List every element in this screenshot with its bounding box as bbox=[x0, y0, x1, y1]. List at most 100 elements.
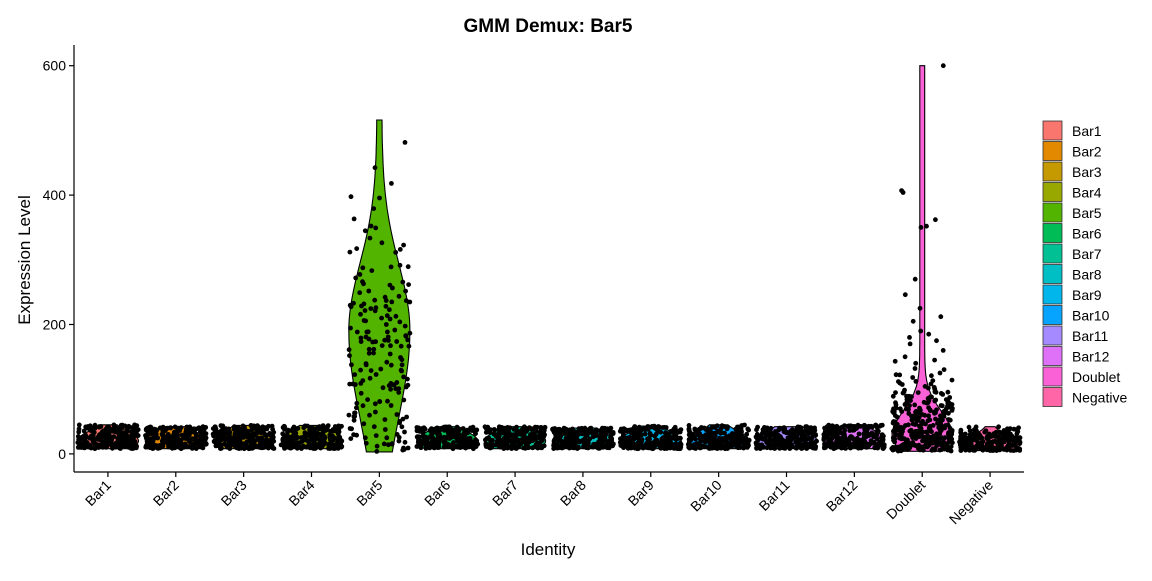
data-point bbox=[372, 165, 378, 171]
data-point bbox=[218, 423, 224, 429]
data-point bbox=[263, 443, 269, 448]
legend-label: Bar1 bbox=[1072, 123, 1102, 139]
data-point bbox=[367, 375, 373, 381]
legend-label: Bar5 bbox=[1072, 205, 1102, 221]
data-point bbox=[120, 430, 126, 436]
data-point bbox=[989, 444, 995, 450]
data-point bbox=[366, 346, 372, 352]
data-point bbox=[393, 250, 399, 255]
data-point bbox=[399, 362, 405, 368]
data-point bbox=[892, 358, 898, 364]
data-point bbox=[912, 402, 918, 408]
data-point bbox=[711, 444, 716, 450]
data-point bbox=[458, 443, 464, 449]
data-point bbox=[563, 426, 569, 432]
data-point bbox=[406, 343, 412, 349]
legend-swatch-bar5 bbox=[1042, 202, 1063, 223]
data-point bbox=[215, 443, 221, 448]
data-point bbox=[610, 442, 616, 447]
outlier-point bbox=[899, 188, 904, 194]
data-point bbox=[354, 405, 359, 411]
data-point bbox=[856, 431, 862, 437]
data-point bbox=[171, 432, 176, 438]
data-point bbox=[688, 445, 694, 450]
data-point bbox=[397, 247, 403, 252]
chart-title: GMM Demux: Bar5 bbox=[464, 16, 633, 37]
data-point bbox=[145, 444, 151, 450]
data-point bbox=[435, 437, 440, 442]
data-point bbox=[383, 303, 389, 309]
data-point bbox=[296, 443, 302, 449]
data-point bbox=[394, 380, 400, 385]
outlier-point bbox=[907, 341, 913, 347]
data-point bbox=[185, 444, 190, 449]
data-point bbox=[788, 437, 794, 442]
data-point bbox=[328, 438, 334, 444]
data-point bbox=[949, 377, 955, 383]
legend-swatch-bar12 bbox=[1042, 346, 1063, 366]
legend-label: Bar3 bbox=[1072, 164, 1102, 180]
data-point bbox=[403, 333, 409, 339]
data-point bbox=[789, 442, 795, 448]
data-point bbox=[866, 433, 872, 438]
data-point bbox=[533, 442, 539, 448]
data-point bbox=[130, 443, 136, 449]
data-point bbox=[863, 444, 869, 450]
data-point bbox=[702, 438, 707, 444]
data-point bbox=[407, 330, 413, 336]
data-point bbox=[373, 339, 378, 345]
data-point bbox=[742, 422, 747, 428]
data-point bbox=[347, 249, 353, 255]
data-point bbox=[986, 438, 991, 443]
data-point bbox=[892, 419, 898, 425]
legend-swatch-bar9 bbox=[1042, 284, 1063, 305]
data-point bbox=[215, 432, 221, 437]
data-point bbox=[826, 438, 831, 444]
data-point bbox=[712, 425, 718, 430]
data-point bbox=[81, 428, 87, 434]
data-point bbox=[897, 432, 903, 438]
data-point bbox=[328, 429, 333, 434]
data-point bbox=[934, 431, 939, 437]
data-point bbox=[807, 427, 813, 433]
data-point bbox=[420, 439, 426, 444]
legend-swatch-bar8 bbox=[1042, 264, 1063, 284]
data-point bbox=[402, 429, 407, 435]
data-point bbox=[743, 435, 748, 441]
data-point bbox=[941, 445, 946, 451]
data-point bbox=[591, 442, 597, 448]
data-point bbox=[354, 246, 360, 252]
data-point bbox=[899, 382, 905, 387]
data-point bbox=[906, 446, 912, 451]
data-point bbox=[903, 423, 908, 428]
data-point bbox=[398, 343, 404, 349]
data-point bbox=[893, 372, 899, 378]
data-point bbox=[383, 298, 389, 303]
data-point bbox=[917, 447, 923, 453]
data-point bbox=[92, 446, 98, 452]
data-point bbox=[386, 442, 391, 448]
data-point bbox=[940, 417, 945, 423]
data-point bbox=[392, 327, 398, 333]
data-point bbox=[949, 408, 955, 413]
data-point bbox=[996, 424, 1001, 430]
data-point bbox=[388, 386, 393, 392]
data-point bbox=[181, 434, 187, 439]
data-point bbox=[996, 434, 1002, 440]
data-point bbox=[643, 445, 649, 450]
violin-layer bbox=[76, 65, 1022, 453]
data-point bbox=[925, 418, 931, 424]
data-point bbox=[501, 446, 507, 451]
data-point bbox=[556, 438, 562, 444]
data-point bbox=[252, 438, 258, 443]
legend-label: Bar8 bbox=[1072, 267, 1102, 283]
data-point bbox=[149, 431, 154, 436]
data-point bbox=[568, 428, 574, 434]
data-point bbox=[964, 441, 970, 447]
data-point bbox=[924, 430, 930, 435]
data-point bbox=[854, 435, 860, 441]
legend-label: Bar9 bbox=[1072, 287, 1102, 303]
data-point bbox=[513, 425, 519, 431]
data-point bbox=[760, 427, 766, 432]
legend-swatch-bar3 bbox=[1042, 161, 1063, 182]
